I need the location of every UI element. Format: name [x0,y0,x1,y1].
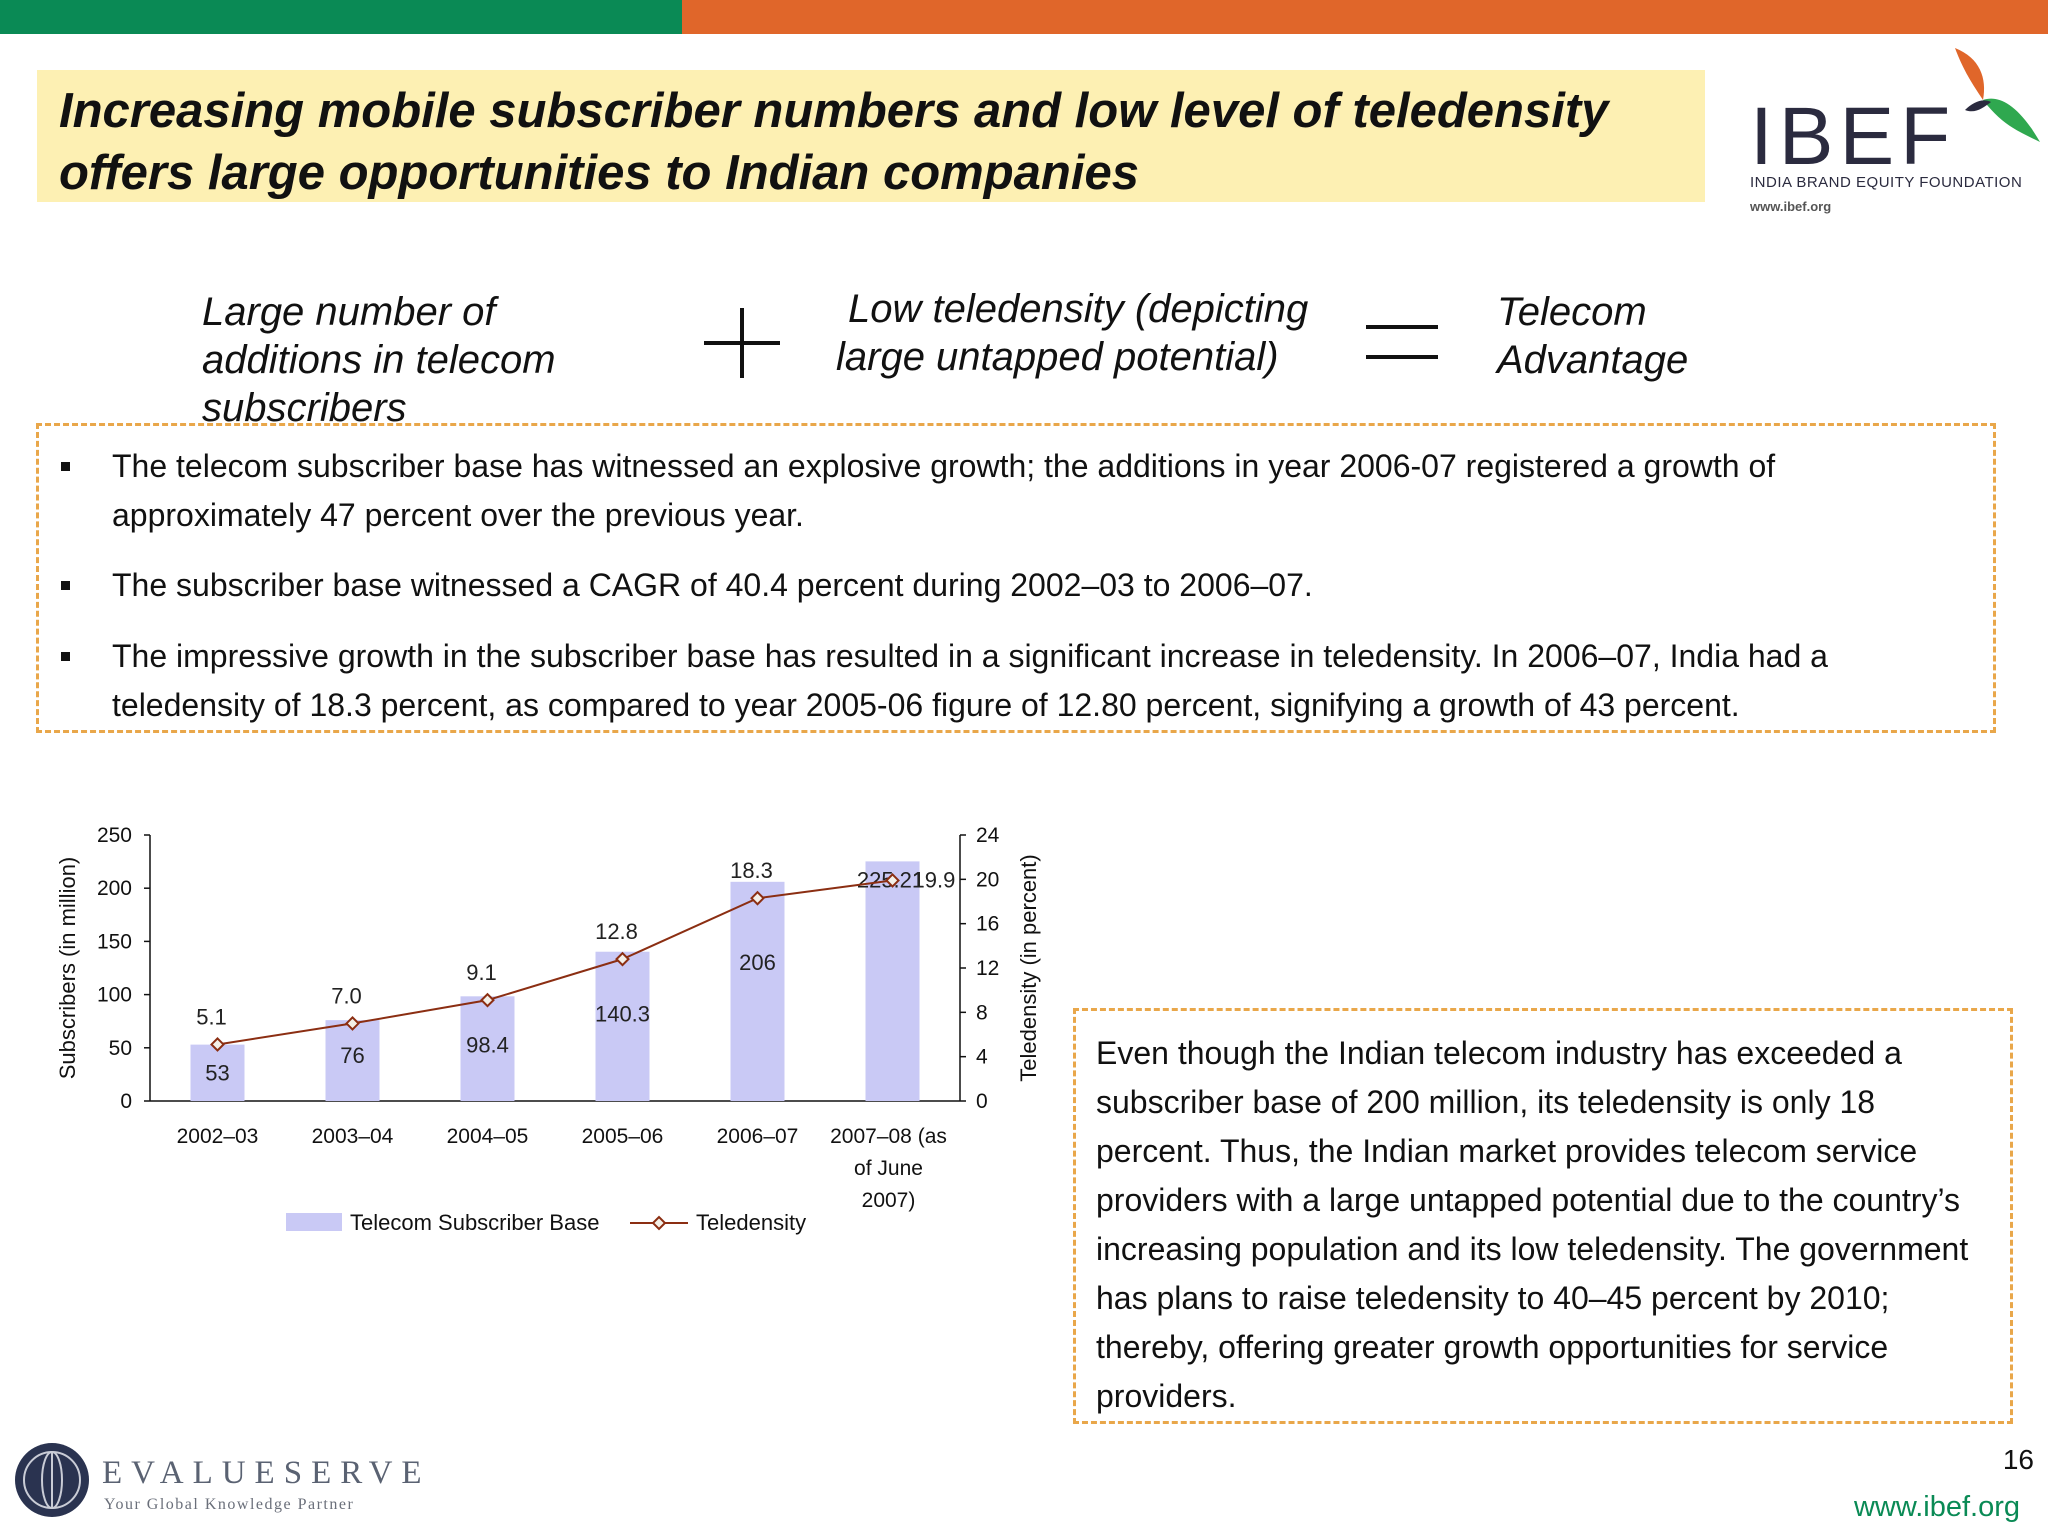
y2-axis-title: Teledensity (in percent) [1016,854,1041,1081]
x-tick-label: 2007) [862,1189,916,1212]
top-bar-green [0,0,682,34]
y-tick-label: 0 [120,1090,132,1113]
bullet-square-icon [61,581,70,590]
title-box: Increasing mobile subscriber numbers and… [37,70,1705,202]
bird-icon [1955,48,2040,142]
teledensity-point [210,1037,225,1052]
footer-tagline: Your Global Knowledge Partner [104,1496,355,1513]
legend-line-label: Teledensity [696,1210,806,1235]
footer-url: www.ibef.org [1853,1491,2020,1523]
teledensity-point [345,1016,360,1031]
legend-line-marker [651,1215,667,1231]
bullet-square-icon [61,462,70,471]
teledensity-value-label: 18.3 [730,858,773,883]
x-tick-label: 2005–06 [582,1125,664,1148]
bullet-square-icon [61,652,70,661]
subscriber-teledensity-chart: 0 50 100 150 200 250 0 4 8 12 16 20 24 Subscribers (i… [0,780,1100,1260]
title-line-1: Increasing mobile subscriber numbers and… [59,84,1609,138]
teledensity-value-label: 9.1 [466,960,497,985]
legend-bar-label: Telecom Subscriber Base [350,1210,599,1235]
chart-svg: 0 50 100 150 200 250 0 4 8 12 16 20 24 Subscribers (i… [55,824,1041,1235]
y-tick-label: 100 [97,984,132,1007]
logo-name: IBEF [1750,91,1957,182]
teledensity-point [750,890,765,906]
equation-item-teledensity: Low teledensity (depicting large untappe… [836,287,1309,379]
ibef-logo: IBEF INDIA BRAND EQUITY FOUNDATION www.i… [1745,40,2045,220]
bar [190,1044,245,1101]
bar [325,1020,380,1101]
bar-value-label: 53 [205,1061,229,1086]
x-tick-label: of June [854,1157,923,1180]
teledensity-point [615,951,630,967]
y2-tick-label: 24 [976,824,1000,847]
bar-value-label: 206 [739,950,776,975]
teledensity-value-label: 7.0 [331,983,362,1008]
y2-tick-label: 4 [976,1046,988,1069]
equals-icon [1366,325,1438,359]
equation-item-advantage: Telecom Advantage [1497,290,1689,382]
bar [460,996,515,1101]
y2-tick-label: 12 [976,957,999,980]
x-tick-label: 2004–05 [447,1125,529,1148]
title-line-2: offers large opportunities to Indian com… [59,146,1139,200]
top-bar-orange [682,0,2048,34]
teledensity-value-label: 5.1 [196,1004,227,1029]
page-number: 16 [2002,1444,2034,1475]
y2-tick-label: 16 [976,913,999,936]
bar-value-label: 140.3 [595,1002,650,1027]
y2-tick-label: 8 [976,1001,988,1024]
plus-icon [704,308,780,378]
x-tick-label: 2006–07 [717,1125,799,1148]
y-tick-label: 200 [97,877,132,900]
x-tick-label: 2002–03 [177,1125,259,1148]
teledensity-point [480,992,495,1008]
teledensity-value-label: 19.9 [913,867,956,892]
x-tick-label: 2007–08 (as [830,1125,947,1148]
bar-value-label: 76 [340,1043,364,1068]
y-tick-label: 250 [97,824,132,847]
x-tick-label: 2003–04 [312,1125,394,1148]
y2-tick-label: 20 [976,868,999,891]
globe-icon [15,1443,89,1517]
logo-url: www.ibef.org [1750,199,1832,214]
teledensity-value-label: 12.8 [595,919,638,944]
teledensity-line [217,879,893,1046]
evalueserve-logo: EVALUESERVE Your Global Knowledge Partne… [12,1440,422,1530]
footer-company: EVALUESERVE [102,1455,431,1491]
bar [730,881,785,1101]
y-tick-label: 150 [97,930,132,953]
note-text: Even though the Indian telecom industry … [1096,1035,1969,1414]
y-axis-title: Subscribers (in million) [55,857,80,1080]
equation-item-subscribers: Large number of additions in telecom sub… [202,290,556,430]
y-tick-label: 50 [109,1037,132,1060]
bar-value-label: 98.4 [466,1032,509,1057]
teledensity-point [885,873,900,888]
bar [595,951,650,1101]
bar [865,861,920,1101]
bullets-box: The telecom subscriber base has witnesse… [36,423,1996,733]
y2-tick-label: 0 [976,1090,988,1113]
legend-bar-swatch [286,1213,342,1231]
note-box: Even though the Indian telecom industry … [1073,1008,2013,1424]
logo-foundation: INDIA BRAND EQUITY FOUNDATION [1750,174,2023,191]
